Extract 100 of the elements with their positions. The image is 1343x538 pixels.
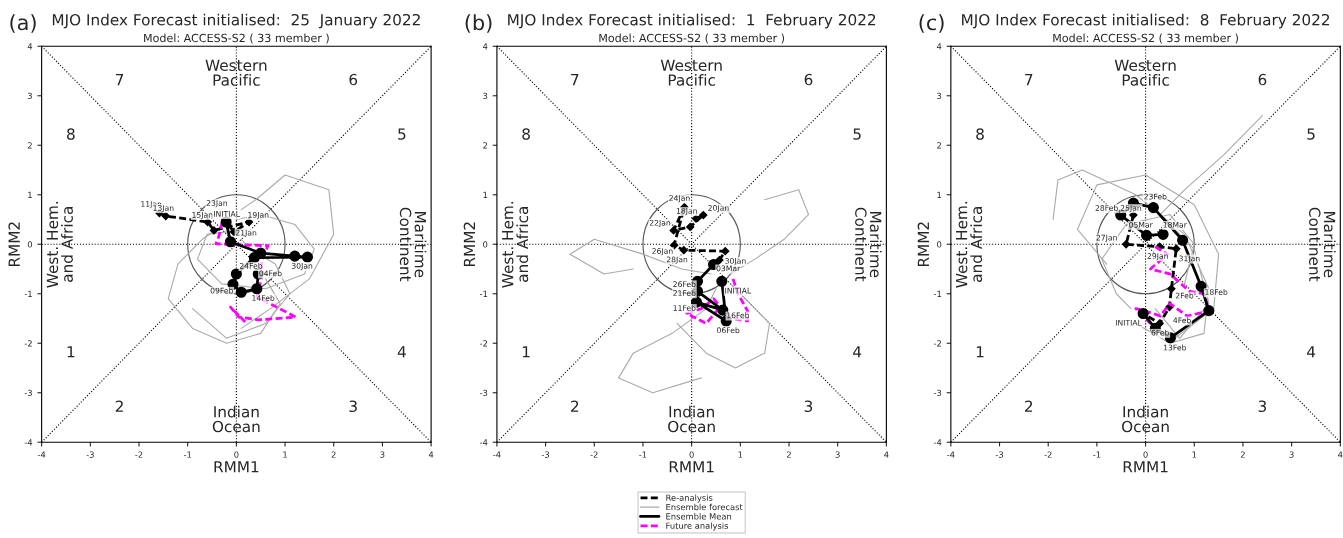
annotation: 6: [349, 73, 358, 86]
y-tick-label: -3: [24, 389, 32, 397]
legend-label: Ensemble Mean: [666, 513, 732, 520]
annotation: Maritime Continent: [1309, 207, 1336, 282]
x-tick-label: 4: [884, 451, 889, 458]
x-tick-label: -2: [1044, 451, 1052, 458]
y-tick-label: -4: [933, 439, 942, 446]
y-tick-label: 3: [937, 92, 942, 100]
annotation: Maritime Continent: [399, 207, 427, 282]
annotation: Maritime Continent: [855, 207, 882, 282]
annotation: 4: [1306, 346, 1316, 358]
annotation: 7: [1025, 73, 1033, 86]
x-tick-label: -3: [995, 451, 1004, 458]
text: (b): [465, 14, 492, 33]
y-tick-label: 1: [28, 191, 32, 198]
x-tick-label: 1: [738, 451, 743, 458]
annotation: 1: [522, 346, 530, 358]
annotation: West. Hem. and Africa: [956, 201, 983, 288]
x-tick-label: 3: [380, 451, 385, 458]
x-axis-title: RMM1: [1123, 461, 1168, 473]
annotation: Western Pacific: [660, 59, 722, 86]
annotation: 8: [522, 128, 530, 140]
y-tick-label: 0: [483, 241, 488, 248]
annotation: 8: [976, 128, 984, 140]
annotation: 1: [976, 346, 984, 358]
x-tick-label: -2: [135, 451, 143, 458]
x-tick-label: 3: [835, 451, 840, 458]
x-tick-label: 0: [234, 451, 239, 458]
x-axis-title: RMM1: [214, 461, 259, 473]
x-axis-title: RMM1: [669, 461, 714, 473]
x-tick-label: -2: [590, 451, 598, 458]
annotation: 7: [115, 73, 124, 86]
y-tick-label: 1: [937, 191, 942, 198]
chart-title: MJO Index Forecast initialised: 8 February 2022: [962, 13, 1330, 29]
y-tick-label: 3: [483, 92, 488, 100]
y-tick-label: -1: [933, 290, 942, 297]
annotation: 4: [397, 346, 406, 358]
annotation: West. Hem. and Africa: [502, 201, 529, 288]
y-tick-label: 2: [27, 142, 32, 149]
annotation: West. Hem. and Africa: [46, 201, 73, 288]
legend-label: Future analysis: [666, 522, 729, 531]
x-tick-label: 2: [331, 451, 336, 458]
y-tick-label: -1: [24, 290, 32, 297]
annotation: 2: [571, 400, 579, 412]
chart-subtitle: Model: ACCESS-S2 ( 33 member ): [599, 33, 785, 44]
annotation: Western Pacific: [205, 59, 267, 86]
x-tick-label: 2: [786, 451, 791, 458]
x-tick-label: 0: [689, 451, 694, 458]
x-tick-label: -4: [493, 451, 501, 458]
annotation: 7: [571, 73, 579, 86]
y-tick-label: 4: [27, 43, 33, 50]
y-tick-label: 0: [27, 241, 33, 248]
x-tick-label: 0: [1143, 451, 1148, 458]
x-tick-label: -1: [1093, 451, 1101, 458]
text: (c): [919, 14, 944, 33]
annotation: Indian Ocean: [668, 405, 715, 433]
x-tick-label: -3: [86, 451, 94, 458]
y-tick-label: 2: [483, 142, 488, 149]
annotation: 2: [115, 400, 123, 412]
x-tick-label: -1: [183, 451, 192, 458]
chart-subtitle: Model: ACCESS-S2 ( 33 member ): [1053, 33, 1238, 44]
annotation: 5: [1307, 128, 1315, 140]
x-tick-label: -1: [639, 451, 647, 458]
annotation: 6: [804, 73, 813, 86]
annotation: 1: [67, 346, 75, 358]
x-tick-label: -4: [947, 451, 955, 458]
y-tick-label: -4: [479, 439, 488, 446]
annotation: 8: [67, 128, 75, 140]
annotation: 5: [398, 128, 406, 140]
x-tick-label: 3: [1289, 451, 1294, 458]
x-tick-label: 2: [1240, 451, 1245, 458]
legend-label: Ensemble forecast: [666, 503, 743, 511]
y-axis-title: RMM2: [463, 222, 476, 267]
x-tick-label: -3: [541, 451, 550, 458]
annotation: Indian Ocean: [1122, 405, 1169, 433]
annotation: Indian Ocean: [212, 405, 260, 433]
x-tick-label: 4: [1338, 451, 1343, 458]
x-tick-label: 1: [1192, 451, 1197, 458]
y-tick-label: -4: [24, 439, 33, 446]
annotation: 5: [853, 128, 861, 140]
y-tick-label: 0: [937, 241, 942, 248]
annotation: 3: [804, 400, 813, 413]
annotation: 2: [1025, 400, 1033, 412]
text: (a): [10, 14, 36, 33]
y-tick-label: 2: [937, 142, 941, 149]
y-axis-title: RMM2: [8, 222, 20, 267]
chart-title: MJO Index Forecast initialised: 25 January 2022: [52, 13, 420, 29]
x-tick-label: 4: [428, 451, 434, 458]
y-tick-label: -2: [479, 340, 488, 347]
annotation: 6: [1258, 73, 1267, 86]
y-tick-label: 3: [27, 92, 32, 100]
y-tick-label: -1: [479, 290, 488, 297]
y-tick-label: -2: [24, 340, 32, 347]
annotation: 3: [349, 400, 357, 413]
y-tick-label: -2: [933, 340, 941, 347]
y-tick-label: -3: [933, 389, 942, 397]
chart-subtitle: Model: ACCESS-S2 ( 33 member ): [144, 33, 329, 44]
y-axis-title: RMM2: [917, 222, 929, 267]
x-tick-label: 1: [283, 451, 287, 458]
chart-title: MJO Index Forecast initialised: 1 February 2022: [508, 13, 876, 29]
